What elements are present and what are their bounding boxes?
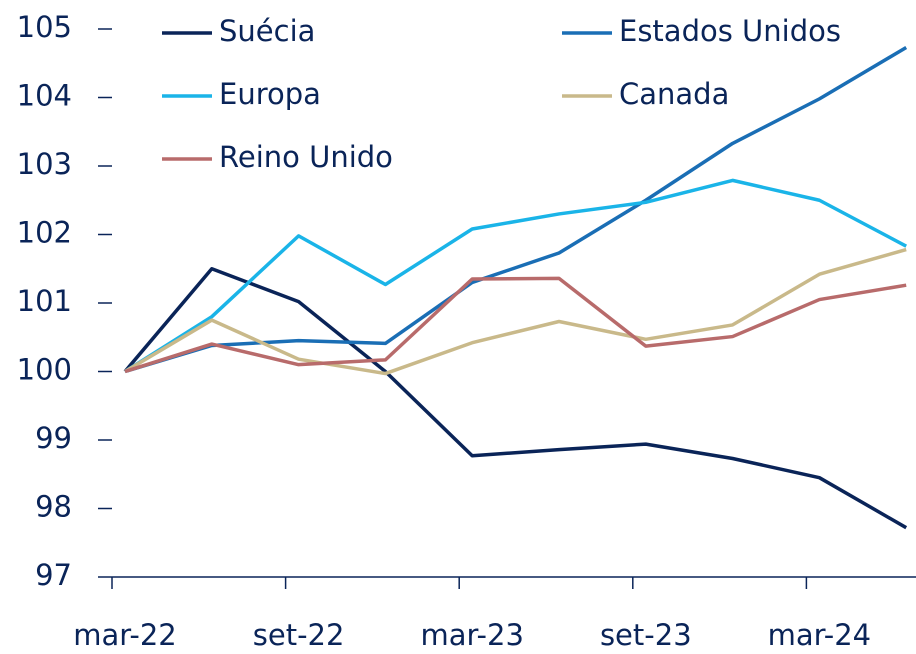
- series-line: [124, 45, 908, 374]
- y-tick-label: 97: [35, 558, 72, 592]
- y-tick-label: 101: [17, 284, 72, 318]
- y-tick-label: 103: [17, 147, 72, 181]
- y-tick-label: 105: [17, 10, 72, 44]
- legend-label: Canada: [619, 77, 729, 111]
- legend-label: Reino Unido: [219, 140, 393, 174]
- x-tick-label: set-22: [253, 618, 345, 652]
- legend-label: Suécia: [219, 14, 315, 48]
- legend-label: Estados Unidos: [619, 14, 841, 48]
- series-line: [124, 276, 907, 374]
- x-tick-label: mar-23: [420, 618, 523, 652]
- x-tick-label: mar-22: [73, 618, 176, 652]
- y-tick-label: 102: [17, 216, 72, 250]
- y-tick-label: 100: [17, 353, 72, 387]
- x-tick-label: set-23: [600, 618, 692, 652]
- y-tick-label: 99: [35, 421, 72, 455]
- y-tick-label: 104: [17, 79, 72, 113]
- legend-label: Europa: [219, 77, 321, 111]
- y-tick-label: 98: [35, 490, 72, 524]
- series-line: [123, 267, 908, 530]
- series-line: [124, 247, 907, 376]
- series-line: [124, 178, 908, 373]
- x-tick-label: mar-24: [768, 618, 871, 652]
